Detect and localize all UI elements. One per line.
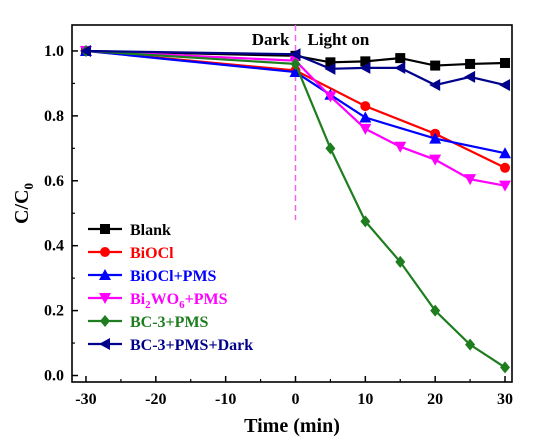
series-4 — [80, 44, 511, 374]
data-point — [324, 91, 337, 103]
data-point — [464, 70, 476, 83]
x-axis-label: Time (min) — [244, 415, 340, 437]
legend-swatch-marker — [100, 315, 110, 327]
data-point — [500, 361, 511, 374]
legend-swatch-marker — [99, 338, 110, 350]
legend-item: Blank — [88, 222, 171, 239]
legend-label-part: 6 — [179, 299, 185, 311]
data-point — [395, 53, 406, 64]
data-point — [499, 180, 512, 192]
data-point — [359, 123, 372, 135]
legend-item: BiOCl+PMS — [88, 268, 217, 285]
data-point — [500, 162, 511, 173]
x-tick-label: 10 — [357, 391, 373, 408]
legend-item: BC-3+PMS — [88, 314, 209, 331]
data-point — [360, 101, 371, 112]
data-point — [500, 57, 511, 68]
series-line — [85, 49, 506, 155]
data-point — [395, 255, 406, 268]
legend-label-part: WO — [151, 291, 179, 308]
y-tick-label: 0.6 — [44, 173, 64, 190]
data-point — [430, 60, 441, 71]
legend-label: Bi2WO6+PMS — [130, 291, 228, 311]
series-line — [85, 49, 506, 187]
data-point — [325, 142, 336, 155]
y-tick-label: 0.4 — [44, 238, 64, 255]
x-tick-label: -10 — [215, 391, 236, 408]
legend-swatch-marker — [100, 224, 110, 234]
series-5 — [79, 44, 511, 92]
legend-label-part: +PMS — [185, 291, 228, 308]
y-tick-label: 1.0 — [44, 43, 64, 60]
data-point — [360, 215, 371, 228]
legend-label: BiOCl — [130, 245, 174, 262]
legend-item: BC-3+PMS+Dark — [88, 337, 253, 354]
legend-label: BC-3+PMS+Dark — [130, 337, 253, 354]
data-point — [429, 154, 442, 166]
legend-item: Bi2WO6+PMS — [88, 291, 228, 311]
y-tick-label: 0.2 — [44, 303, 64, 320]
x-tick-label: -20 — [145, 391, 166, 408]
dark-phase-label: Dark — [252, 30, 290, 49]
series-line — [85, 49, 506, 87]
data-point — [324, 62, 336, 75]
legend-swatch-marker — [99, 293, 111, 304]
data-point — [394, 141, 407, 153]
data-point — [430, 304, 441, 317]
data-point — [429, 132, 442, 144]
data-point — [499, 147, 512, 159]
data-point — [499, 79, 511, 92]
data-point — [360, 56, 371, 67]
x-tick-label: 20 — [427, 391, 443, 408]
y-axis-label-subscript: 0 — [21, 183, 36, 190]
legend-item: BiOCl — [88, 245, 174, 262]
y-tick-label: 0.0 — [44, 368, 64, 385]
light-phase-label: Light on — [307, 30, 369, 49]
data-point — [464, 174, 477, 186]
x-tick-label: -30 — [75, 391, 96, 408]
legend-label: Blank — [130, 222, 171, 239]
data-point — [465, 338, 476, 351]
data-point — [289, 48, 301, 61]
data-point — [394, 61, 406, 74]
legend-label-part: 2 — [145, 299, 151, 311]
data-point — [290, 57, 301, 70]
y-tick-label: 0.8 — [44, 108, 64, 125]
x-tick-label: 0 — [291, 391, 299, 408]
legend-label: BC-3+PMS — [130, 314, 209, 331]
legend-swatch-marker — [99, 269, 111, 280]
legend: Blank BiOCl BiOCl+PMS Bi2WO6+PMS BC-3+PMS BC-… — [88, 222, 253, 354]
data-point — [325, 57, 336, 68]
y-axis-label: C/C0 — [11, 183, 36, 224]
data-point — [79, 44, 91, 57]
data-point — [429, 79, 441, 92]
x-tick-label: 30 — [497, 391, 513, 408]
legend-label: BiOCl+PMS — [130, 268, 217, 285]
data-point — [359, 61, 371, 74]
plot-frame — [71, 24, 513, 383]
data-point — [289, 66, 302, 78]
data-point — [465, 58, 476, 69]
legend-swatch-marker — [100, 247, 110, 257]
y-axis-label-main: C/C — [11, 190, 33, 224]
series-line — [85, 49, 506, 369]
legend-label-part: Bi — [130, 291, 146, 308]
data-point — [359, 111, 372, 123]
